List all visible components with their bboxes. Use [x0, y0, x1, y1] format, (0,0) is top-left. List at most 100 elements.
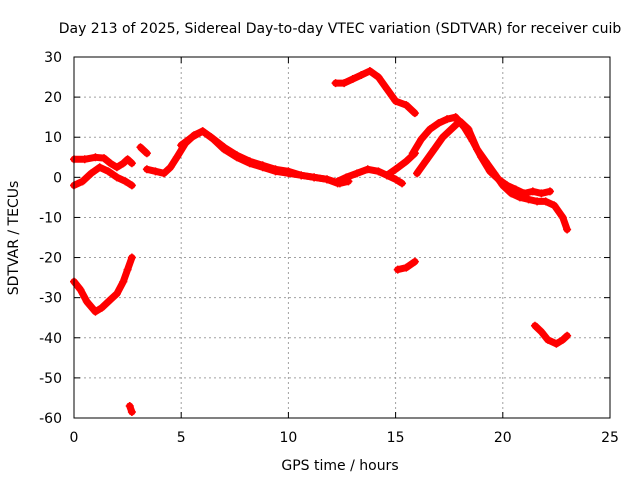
- x-tick-labels: 0 5 10 15 20 25: [70, 430, 619, 446]
- data-point: [481, 157, 490, 166]
- data-point: [160, 169, 169, 178]
- data-point: [391, 97, 400, 106]
- data-point: [331, 79, 340, 88]
- data-point: [123, 265, 132, 274]
- data-point: [100, 154, 109, 163]
- data-point: [541, 197, 550, 206]
- y-tick-label: 10: [44, 130, 62, 146]
- data-point: [402, 263, 411, 272]
- data-point: [365, 67, 374, 76]
- data-point: [127, 181, 136, 190]
- data-point: [374, 167, 383, 176]
- data-point: [402, 157, 411, 166]
- data-point: [410, 257, 419, 266]
- y-tick-label: -50: [39, 371, 62, 387]
- data-point: [136, 143, 145, 152]
- data-point: [106, 295, 115, 304]
- x-tick-label: 5: [177, 430, 186, 446]
- y-tick-label: -60: [39, 411, 62, 427]
- data-point: [125, 401, 134, 410]
- data-trace: [137, 143, 151, 157]
- x-tick-label: 15: [387, 430, 405, 446]
- data-point: [112, 173, 121, 182]
- y-tick-label: 0: [53, 170, 62, 186]
- data-point: [220, 145, 229, 154]
- y-tick-label: -10: [39, 210, 62, 226]
- data-point: [383, 85, 392, 94]
- data-point: [284, 169, 293, 178]
- data-point: [348, 75, 357, 84]
- data-point: [271, 167, 280, 176]
- data-point: [112, 289, 121, 298]
- data-point: [177, 141, 186, 150]
- data-point: [543, 335, 552, 344]
- y-tick-label: -20: [39, 251, 62, 267]
- data-point: [434, 119, 443, 128]
- data-point: [410, 109, 419, 118]
- data-point: [258, 163, 267, 172]
- data-point: [374, 73, 383, 82]
- data-point: [537, 327, 546, 336]
- data-trace: [383, 149, 419, 179]
- data-point: [209, 135, 218, 144]
- data-point: [464, 125, 473, 134]
- data-point: [438, 133, 447, 142]
- data-point: [357, 71, 366, 80]
- data-point: [353, 169, 362, 178]
- data-point: [507, 189, 516, 198]
- chart-title: Day 213 of 2025, Sidereal Day-to-day VTE…: [59, 21, 622, 37]
- data-trace: [70, 254, 136, 316]
- data-trace: [177, 127, 352, 187]
- data-point: [232, 153, 241, 162]
- data-point: [447, 125, 456, 134]
- data-point: [533, 197, 542, 206]
- data-point: [127, 253, 136, 262]
- data-trace: [332, 67, 419, 117]
- data-point: [127, 407, 136, 416]
- data-point: [87, 169, 96, 178]
- y-tick-label: -30: [39, 291, 62, 307]
- y-tick-label: 30: [44, 50, 62, 66]
- x-tick-label: 25: [601, 430, 619, 446]
- data-point: [127, 159, 136, 168]
- data-point: [340, 79, 349, 88]
- data-point: [142, 149, 151, 158]
- data-point: [123, 155, 132, 164]
- grid-lines: [74, 57, 610, 418]
- data-point: [473, 145, 482, 154]
- data-point: [383, 171, 392, 180]
- data-point: [545, 187, 554, 196]
- data-point: [425, 125, 434, 134]
- data-point: [528, 187, 537, 196]
- data-point: [402, 101, 411, 110]
- data-point: [391, 175, 400, 184]
- data-point: [80, 155, 89, 164]
- data-point: [515, 193, 524, 202]
- y-tick-label: 20: [44, 90, 62, 106]
- data-point: [363, 165, 372, 174]
- data-point: [393, 265, 402, 274]
- x-tick-label: 20: [494, 430, 512, 446]
- x-tick-label: 10: [279, 430, 297, 446]
- data-point: [558, 213, 567, 222]
- data-point: [455, 117, 464, 126]
- data-layer: [70, 67, 572, 416]
- x-axis-label: GPS time / hours: [281, 458, 398, 474]
- data-point: [310, 173, 319, 182]
- data-point: [530, 321, 539, 330]
- data-point: [498, 181, 507, 190]
- x-tick-label: 0: [70, 430, 79, 446]
- data-point: [297, 171, 306, 180]
- data-point: [95, 163, 104, 172]
- data-point: [413, 169, 422, 178]
- plot-frame: [73, 56, 611, 419]
- data-point: [558, 335, 567, 344]
- data-point: [490, 169, 499, 178]
- data-point: [106, 159, 115, 168]
- y-tick-label: -40: [39, 331, 62, 347]
- axis-ticks: [73, 56, 611, 419]
- data-point: [119, 159, 128, 168]
- data-point: [391, 165, 400, 174]
- data-point: [342, 173, 351, 182]
